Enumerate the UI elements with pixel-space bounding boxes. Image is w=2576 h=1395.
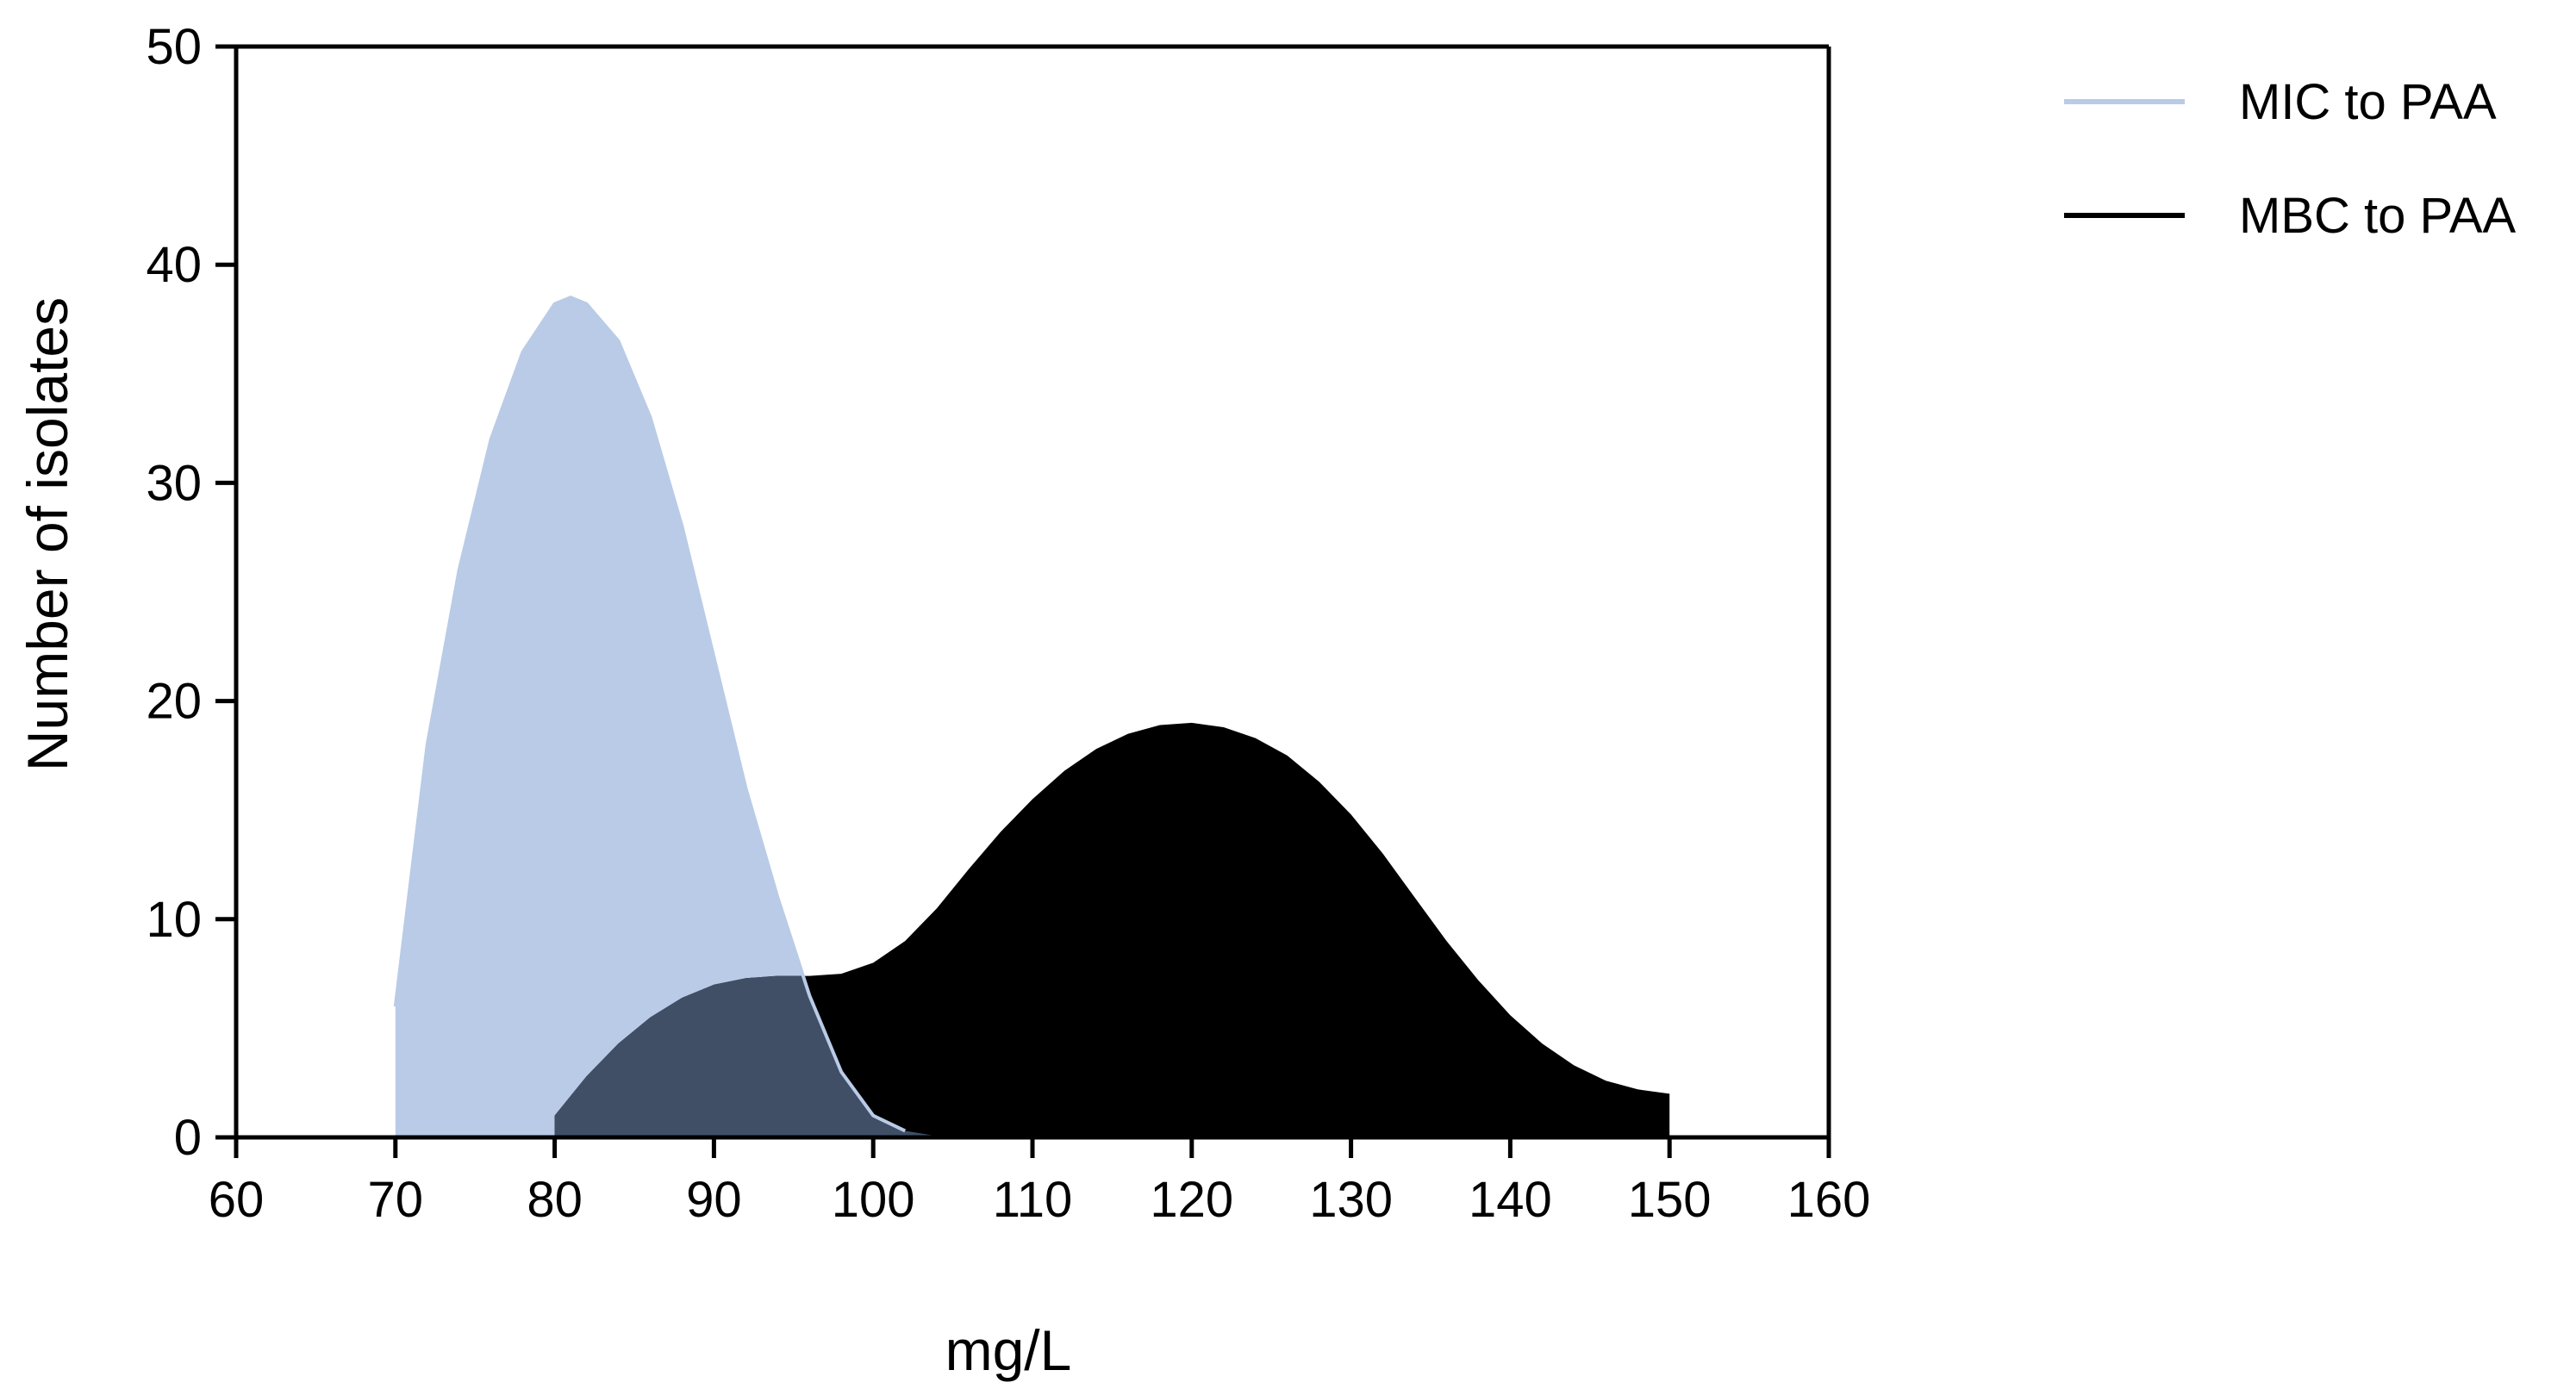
legend-label-mic-to-paa: MIC to PAA <box>2239 74 2497 130</box>
x-tick-label: 130 <box>1309 1172 1393 1228</box>
x-axis-ticks: 60 70 80 90 100 110 120 130 140 150 160 <box>209 1137 1871 1228</box>
x-tick-label: 100 <box>832 1172 915 1228</box>
series-line-mic-to-paa <box>393 296 907 1133</box>
x-tick-label: 110 <box>993 1172 1072 1228</box>
x-tick-label: 70 <box>368 1172 424 1228</box>
x-tick-label: 140 <box>1469 1172 1552 1228</box>
y-tick-label: 30 <box>146 455 202 511</box>
legend-label-mbc-to-paa: MBC to PAA <box>2239 188 2517 244</box>
x-tick-label: 160 <box>1787 1172 1871 1228</box>
y-axis-title: Number of isolates <box>16 297 79 771</box>
x-axis-title: mg/L <box>945 1318 1072 1382</box>
x-tick-label: 60 <box>209 1172 265 1228</box>
x-tick-label: 80 <box>527 1172 583 1228</box>
y-tick-label: 50 <box>146 19 202 75</box>
x-tick-label: 150 <box>1628 1172 1712 1228</box>
y-tick-label: 40 <box>146 237 202 293</box>
series-area-mbc-to-paa <box>554 722 1670 1137</box>
y-tick-label: 0 <box>174 1110 202 1166</box>
plot-area <box>393 296 1670 1137</box>
legend: MIC to PAA MBC to PAA <box>2064 74 2517 244</box>
y-tick-label: 10 <box>146 892 202 948</box>
y-tick-label: 20 <box>146 674 202 730</box>
x-tick-label: 120 <box>1150 1172 1233 1228</box>
y-axis-ticks: 0 10 20 30 40 50 <box>146 19 236 1166</box>
x-tick-label: 90 <box>686 1172 742 1228</box>
series-area-mic-to-paa <box>395 297 945 1137</box>
